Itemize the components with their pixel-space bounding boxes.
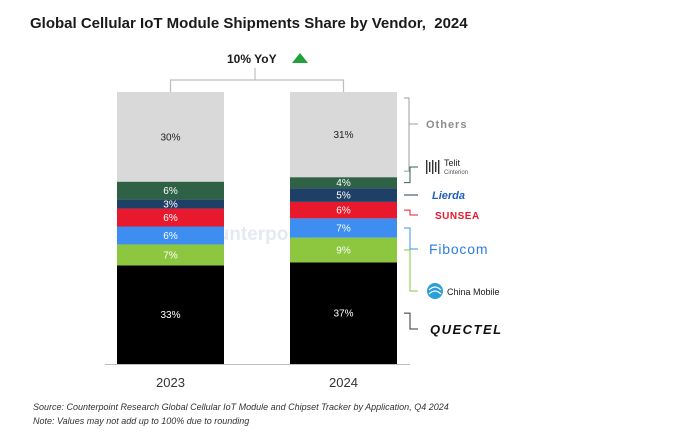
yoy-up-arrow-icon <box>292 53 308 63</box>
data-label-telit-cinterion-2024: 4% <box>336 178 351 189</box>
bar-segment-fibocom-2024 <box>290 218 397 238</box>
legend-connector-quectel <box>404 312 418 330</box>
data-label-lierda-2023: 3% <box>163 200 178 211</box>
legend-label-telit: Telit <box>444 158 461 168</box>
legend-connector-sunsea <box>404 209 418 216</box>
bar-segment-sunsea-2023 <box>117 208 224 227</box>
data-label-sunsea-2023: 6% <box>163 213 178 224</box>
legend-label-quectel: QUECTEL <box>430 322 503 337</box>
bar-segment-telit-cinterion-2023 <box>117 181 224 200</box>
telit-logo-bar-icon <box>438 160 440 174</box>
data-label-fibocom-2024: 7% <box>336 224 351 235</box>
data-label-telit-cinterion-2023: 6% <box>163 186 178 197</box>
bar-segment-quectel-2023 <box>117 265 224 364</box>
legend-label-fibocom: Fibocom <box>429 241 488 257</box>
bar-segment-quectel-2024 <box>290 262 397 364</box>
data-label-china-mobile-2023: 7% <box>163 250 178 261</box>
bar-segment-others-2023 <box>117 92 224 182</box>
bar-segment-fibocom-2023 <box>117 226 224 245</box>
data-label-others-2024: 31% <box>333 130 353 141</box>
telit-logo-bar-icon <box>435 162 437 172</box>
data-label-quectel-2024: 37% <box>333 309 353 320</box>
legend-bracket-others <box>404 97 410 172</box>
legend-label-lierda: Lierda <box>432 190 465 202</box>
telit-logo-bar-icon <box>429 162 431 172</box>
bar-segment-china-mobile-2024 <box>290 237 397 263</box>
bar-segment-china-mobile-2023 <box>117 244 224 266</box>
data-label-sunsea-2024: 6% <box>336 206 351 217</box>
yoy-label: 10% YoY <box>227 52 277 66</box>
bar-segment-lierda-2024 <box>290 188 397 202</box>
source-note: Source: Counterpoint Research Global Cel… <box>33 402 449 412</box>
bar-segment-telit-cinterion-2024 <box>290 177 397 189</box>
stacked-bar-chart: Counterpoint33%7%6%6%3%6%30%202337%9%7%6… <box>105 52 503 390</box>
chart-title: Global Cellular IoT Module Shipments Sha… <box>30 15 468 32</box>
legend-connector-telit-cinterion <box>404 166 418 184</box>
legend-connector-china-mobile <box>404 249 418 292</box>
rounding-note: Note: Values may not add up to 100% due … <box>33 416 250 426</box>
data-label-lierda-2024: 5% <box>336 191 351 202</box>
china-mobile-logo-wave-icon <box>428 286 442 295</box>
yoy-bracket <box>169 79 345 92</box>
bar-segment-sunsea-2024 <box>290 201 397 219</box>
legend-label-china-mobile: China Mobile <box>447 287 500 297</box>
bar-segment-lierda-2023 <box>117 199 224 209</box>
legend-label-cinterion: Cinterion <box>444 170 468 176</box>
data-label-china-mobile-2024: 9% <box>336 245 351 256</box>
legend-label-others: Others <box>426 119 467 131</box>
data-label-quectel-2023: 33% <box>160 310 180 321</box>
data-label-fibocom-2023: 6% <box>163 231 178 242</box>
legend-label-sunsea: SUNSEA <box>435 211 480 222</box>
x-tick-label-2024: 2024 <box>329 375 358 390</box>
telit-logo-bar-icon <box>432 160 434 174</box>
telit-logo-bar-icon <box>426 160 428 174</box>
legend-connector-fibocom <box>404 227 418 250</box>
data-label-others-2023: 30% <box>160 132 180 143</box>
x-tick-label-2023: 2023 <box>156 375 185 390</box>
bar-segment-others-2024 <box>290 92 397 178</box>
